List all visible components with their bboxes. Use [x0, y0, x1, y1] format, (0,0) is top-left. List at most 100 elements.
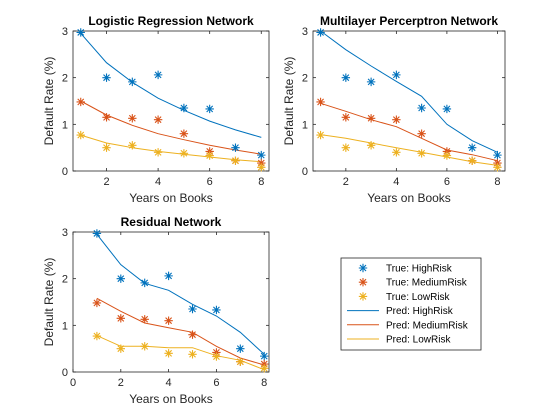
data-point-true-mediumrisk [188, 330, 197, 339]
data-point-true-lowrisk [92, 331, 102, 341]
y-tick-label: 2 [62, 73, 68, 85]
series-line-pred-highrisk [96, 233, 265, 355]
x-tick-label: 8 [258, 176, 264, 188]
x-tick-label: 2 [343, 176, 349, 188]
data-point-true-mediumrisk [392, 115, 401, 124]
data-point-true-highrisk [92, 229, 102, 238]
data-point-true-lowrisk [188, 350, 197, 359]
data-point-true-lowrisk [260, 364, 269, 373]
data-point-true-lowrisk [316, 130, 325, 140]
y-tick-label: 1 [302, 119, 308, 131]
x-axis-label: Years on Books [367, 191, 451, 205]
panel-1: 2 4 6 8 0 1 2 3 Logistic Regression Network Years… [42, 14, 270, 205]
legend-box [340, 257, 482, 351]
data-point-true-lowrisk [212, 352, 221, 361]
x-tick-label: 8 [494, 176, 500, 188]
x-tick-label: 2 [118, 377, 124, 389]
data-point-true-highrisk [341, 73, 351, 82]
x-tick-label: 6 [207, 176, 213, 188]
y-tick-label: 0 [62, 367, 68, 379]
y-tick-label: 3 [62, 26, 68, 38]
y-axis-label: Default Rate (%) [282, 57, 296, 146]
legend-marker [358, 278, 368, 287]
data-point-true-highrisk [102, 73, 111, 82]
series-line-pred-lowrisk [96, 335, 265, 371]
data-point-true-mediumrisk [102, 113, 111, 122]
series-line-pred-highrisk [320, 30, 498, 153]
legend-entry-label: True: HighRisk [386, 264, 453, 275]
data-point-true-lowrisk [257, 163, 266, 172]
data-point-true-mediumrisk [92, 298, 102, 308]
x-tick-label: 6 [213, 377, 219, 389]
data-point-true-highrisk [205, 104, 214, 114]
x-tick-label: 4 [166, 377, 172, 389]
x-tick-label: 6 [444, 176, 450, 188]
x-tick-label: 8 [261, 377, 267, 389]
data-point-true-lowrisk [417, 149, 426, 158]
legend-entry-label: Pred: MediumRisk [386, 320, 469, 331]
legend-entry-label: Pred: HighRisk [386, 306, 454, 317]
data-point-true-lowrisk [341, 143, 351, 152]
series-line-pred-lowrisk [80, 134, 262, 163]
data-point-true-mediumrisk [76, 97, 85, 107]
y-tick-label: 2 [62, 274, 68, 286]
data-point-true-lowrisk [467, 156, 477, 165]
series-line-pred-mediumrisk [320, 102, 498, 162]
series-line-pred-mediumrisk [96, 297, 265, 366]
data-point-true-highrisk [417, 103, 426, 113]
data-point-true-mediumrisk [128, 114, 137, 123]
y-tick-label: 2 [302, 73, 308, 85]
y-tick-label: 3 [62, 227, 68, 239]
data-point-true-mediumrisk [153, 115, 163, 124]
data-point-true-mediumrisk [316, 97, 325, 107]
legend-marker [358, 263, 368, 273]
data-point-true-lowrisk [205, 151, 214, 160]
data-point-true-highrisk [442, 104, 452, 114]
data-point-true-highrisk [140, 278, 149, 288]
data-point-true-highrisk [236, 344, 245, 353]
panel-2: 2 4 6 8 0 1 2 3 Multilayer Percerptron Network Ye… [282, 14, 506, 205]
data-point-true-highrisk [212, 305, 221, 315]
axes-box [72, 30, 270, 172]
data-point-true-mediumrisk [341, 113, 351, 122]
data-point-true-highrisk [257, 150, 266, 160]
data-point-true-highrisk [76, 28, 85, 37]
y-tick-label: 0 [62, 166, 68, 178]
legend: True: HighRisk True: MediumRisk True: LowR… [340, 257, 482, 351]
chart-title: Multilayer Percerptron Network [320, 14, 498, 28]
data-point-true-highrisk [260, 351, 269, 361]
y-axis-label: Default Rate (%) [42, 258, 56, 347]
data-point-true-highrisk [164, 271, 173, 281]
data-point-true-mediumrisk [116, 314, 126, 323]
data-point-true-mediumrisk [140, 315, 149, 324]
data-point-true-lowrisk [140, 342, 149, 351]
x-tick-label: 4 [155, 176, 161, 188]
panel-3: 0 2 4 6 8 0 1 2 3 Residual Network Years on Books D… [42, 215, 270, 406]
data-point-true-lowrisk [153, 148, 163, 157]
x-tick-label: 4 [393, 176, 399, 188]
x-tick-label: 2 [103, 176, 109, 188]
data-point-true-lowrisk [164, 349, 173, 358]
chart-title: Logistic Regression Network [88, 14, 254, 28]
data-point-true-highrisk [316, 28, 325, 37]
y-axis-label: Default Rate (%) [42, 57, 56, 146]
data-point-true-highrisk [116, 274, 126, 283]
series-line-pred-highrisk [80, 32, 262, 138]
data-point-true-lowrisk [102, 143, 111, 152]
data-point-true-highrisk [467, 143, 477, 152]
data-point-true-lowrisk [392, 148, 401, 157]
data-point-true-lowrisk [128, 141, 137, 150]
data-point-true-mediumrisk [417, 129, 426, 138]
data-point-true-highrisk [366, 77, 376, 87]
legend-entry-label: True: MediumRisk [386, 278, 468, 289]
data-point-true-lowrisk [236, 357, 245, 366]
data-point-true-highrisk [188, 304, 197, 314]
y-tick-label: 1 [62, 320, 68, 332]
data-point-true-highrisk [493, 150, 502, 160]
data-point-true-highrisk [179, 103, 189, 113]
x-tick-label: 0 [70, 377, 76, 389]
x-axis-label: Years on Books [129, 191, 213, 205]
series-line-pred-mediumrisk [80, 100, 262, 155]
y-tick-label: 3 [302, 26, 308, 38]
